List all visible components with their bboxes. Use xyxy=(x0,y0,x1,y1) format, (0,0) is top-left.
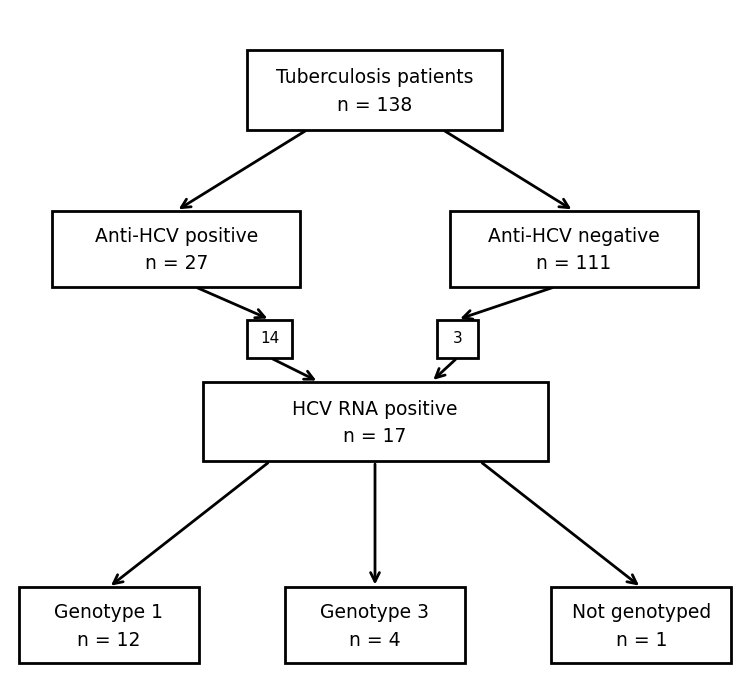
FancyBboxPatch shape xyxy=(53,211,300,287)
Text: n = 17: n = 17 xyxy=(344,427,406,446)
Text: n = 1: n = 1 xyxy=(616,631,667,650)
Text: Not genotyped: Not genotyped xyxy=(572,603,711,623)
Text: n = 4: n = 4 xyxy=(350,631,400,650)
Text: 14: 14 xyxy=(260,331,280,346)
FancyBboxPatch shape xyxy=(248,320,292,358)
FancyBboxPatch shape xyxy=(248,50,502,130)
Text: Tuberculosis patients: Tuberculosis patients xyxy=(276,68,474,87)
Text: Anti-HCV negative: Anti-HCV negative xyxy=(488,227,660,246)
FancyBboxPatch shape xyxy=(551,587,731,663)
Text: n = 27: n = 27 xyxy=(145,254,208,274)
FancyBboxPatch shape xyxy=(285,587,465,663)
Text: Genotype 1: Genotype 1 xyxy=(54,603,164,623)
FancyBboxPatch shape xyxy=(450,211,698,287)
Text: n = 111: n = 111 xyxy=(536,254,611,274)
Text: n = 138: n = 138 xyxy=(338,95,412,115)
FancyBboxPatch shape xyxy=(19,587,199,663)
FancyBboxPatch shape xyxy=(202,381,548,462)
Text: n = 12: n = 12 xyxy=(77,631,140,650)
Text: Genotype 3: Genotype 3 xyxy=(320,603,430,623)
Text: Anti-HCV positive: Anti-HCV positive xyxy=(94,227,258,246)
FancyBboxPatch shape xyxy=(436,320,478,358)
Text: HCV RNA positive: HCV RNA positive xyxy=(292,399,458,419)
Text: 3: 3 xyxy=(452,331,462,346)
